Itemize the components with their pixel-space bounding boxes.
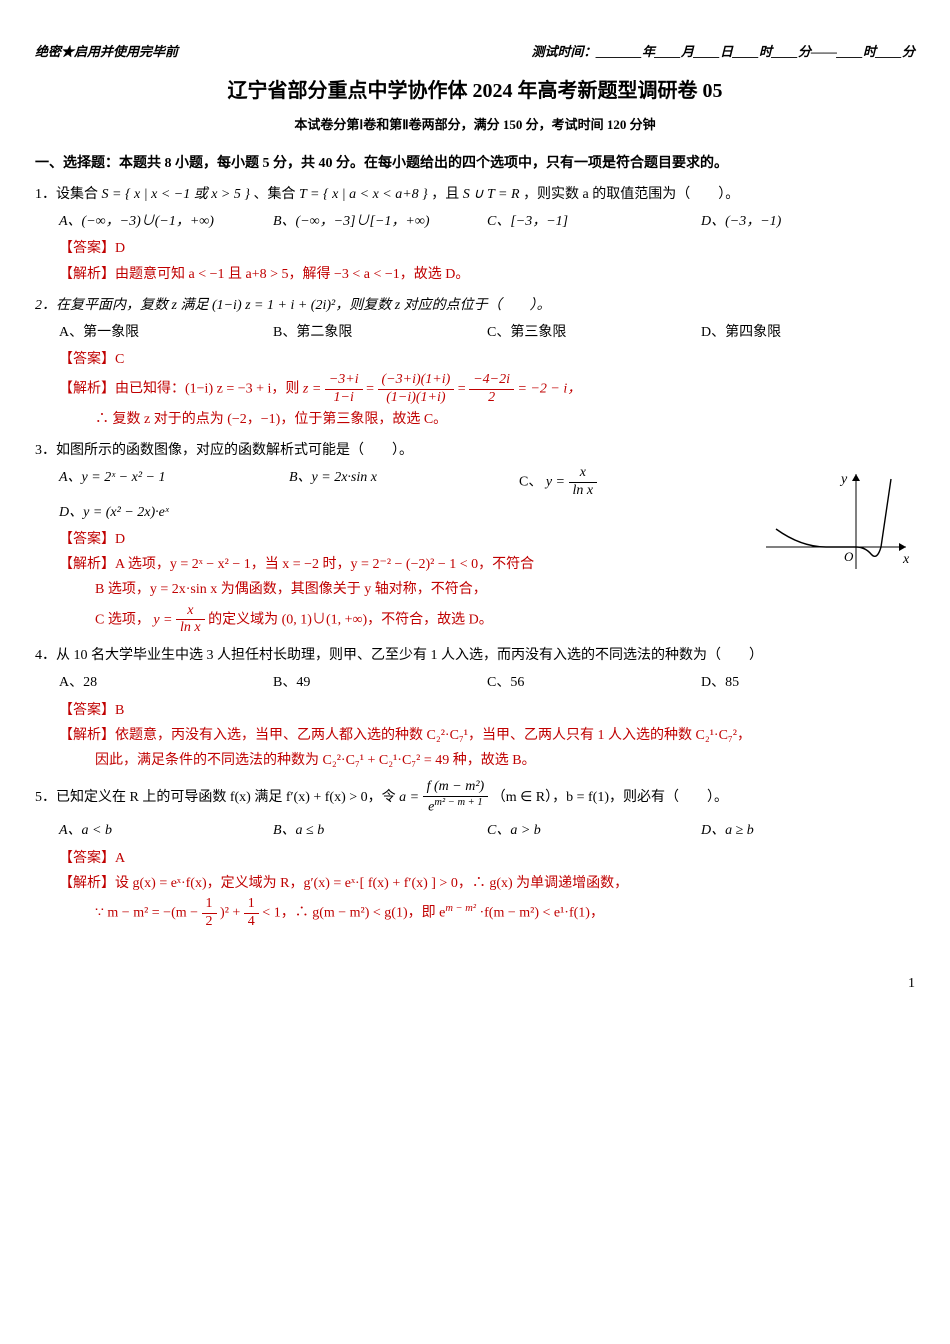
q5-sol2: ∵ m − m² = −(m − 1 2 )² + 1 4 < 1，∴ g(m … <box>95 896 915 931</box>
q3-graph: x y O <box>761 469 911 588</box>
q3-optc-frac: x ln x <box>569 465 598 500</box>
q2-eq1: = <box>366 382 377 397</box>
q2-frac3-den: 2 <box>469 390 514 407</box>
q3-solc-pre: C 选项， <box>95 612 150 627</box>
q5-sol2-tail: ·f(m − m²) < e¹·f(1)， <box>479 905 603 920</box>
q5-a-left: a = <box>399 790 422 805</box>
q2-z-eq: z = <box>303 382 321 397</box>
q1-solution: 【解析】由题意可知 a < −1 且 a+8 > 5，解得 −3 < a < −… <box>59 262 915 287</box>
q2-answer: 【答案】C <box>59 347 915 372</box>
q1-set-s: S = { x | x < −1 或 x > 5 } <box>102 187 250 202</box>
q1-answer: 【答案】D <box>59 236 915 261</box>
q2-frac1-den: 1−i <box>325 390 363 407</box>
q5-half-den: 2 <box>202 914 217 931</box>
q4-option-a: A、28 <box>59 670 273 695</box>
q5-option-a: A、a < b <box>59 818 273 843</box>
q5-option-b: B、a ≤ b <box>273 818 487 843</box>
q5-a-num: f (m − m²) <box>423 779 489 797</box>
question-4: 4．从 10 名大学毕业生中选 3 人担任村长助理，则甲、乙至少有 1 人入选，… <box>35 643 915 668</box>
q2-frac2: (−3+i)(1+i) (1−i)(1+i) <box>378 372 455 407</box>
q3-solc-den: ln x <box>176 620 205 637</box>
question-3: 3．如图所示的函数图像，对应的函数解析式可能是（ ）。 <box>35 438 915 463</box>
q2-frac1-num: −3+i <box>325 372 363 390</box>
q2-option-b: B、第二象限 <box>273 320 487 345</box>
q5-quarter-frac: 1 4 <box>244 896 259 931</box>
q3-optc-num: x <box>569 465 598 483</box>
q2-frac2-num: (−3+i)(1+i) <box>378 372 455 390</box>
q5-a-frac: f (m − m²) em² − m + 1 <box>423 779 489 816</box>
q1-set-t: T = { x | a < x < a+8 } <box>299 187 428 202</box>
q2-eq3: = −2 − i， <box>518 382 582 397</box>
q3-option-a: A、y = 2ˣ − x² − 1 <box>59 465 289 500</box>
q3-option-d: D、y = (x² − 2x)·eˣ <box>59 500 749 525</box>
q4-sol1: 【解析】依题意，丙没有入选，当甲、乙两人都入选的种数 C₂²·C₇¹，当甲、乙两… <box>59 723 915 748</box>
q1-option-c: C、[−3，−1] <box>487 209 701 234</box>
exam-subtitle: 本试卷分第Ⅰ卷和第Ⅱ卷两部分，满分 150 分，考试时间 120 分钟 <box>35 113 915 136</box>
question-2: 2．在复平面内，复数 z 满足 (1−i) z = 1 + i + (2i)²，… <box>35 293 915 318</box>
q2-option-a: A、第一象限 <box>59 320 273 345</box>
q5-half-num: 1 <box>202 896 217 914</box>
q3-optc-pre: C、 <box>519 475 542 490</box>
q5-answer: 【答案】A <box>59 846 915 871</box>
q1-option-a: A、(−∞，−3)∪(−1，+∞) <box>59 209 273 234</box>
svg-text:O: O <box>844 549 854 564</box>
q5-option-d: D、a ≥ b <box>701 818 915 843</box>
q5-a-den: em² − m + 1 <box>423 797 489 816</box>
page-number: 1 <box>35 971 915 996</box>
svg-text:x: x <box>902 552 910 567</box>
q3-option-b: B、y = 2x·sin x <box>289 465 519 500</box>
q3-solc-num: x <box>176 603 205 621</box>
q4-option-c: C、56 <box>487 670 701 695</box>
q3-sol-c: C 选项， y = x ln x 的定义域为 (0, 1)∪(1, +∞)，不符… <box>95 603 915 638</box>
q5-sol2-mid1: )² + <box>220 905 244 920</box>
q3-solc-frac: x ln x <box>176 603 205 638</box>
q1-option-b: B、(−∞，−3]∪[−1，+∞) <box>273 209 487 234</box>
q1-union: S ∪ T = R <box>463 187 520 202</box>
q5-sol2-pre: ∵ m − m² = −(m − <box>95 905 202 920</box>
q2-option-c: C、第三象限 <box>487 320 701 345</box>
q5-quarter-den: 4 <box>244 914 259 931</box>
q2-sol-pre: 【解析】由已知得：(1−i) z = −3 + i，则 <box>59 382 303 397</box>
q1-mid1: 、集合 <box>253 187 299 202</box>
header-left: 绝密★启用并使用完毕前 <box>35 40 178 63</box>
q4-answer: 【答案】B <box>59 698 915 723</box>
q3-option-c: C、 y = x ln x <box>519 465 749 500</box>
q2-frac2-den: (1−i)(1+i) <box>378 390 455 407</box>
exam-title: 辽宁省部分重点中学协作体 2024 年高考新题型调研卷 05 <box>35 73 915 109</box>
q2-frac3-num: −4−2i <box>469 372 514 390</box>
q3-optc-left: y = <box>546 475 569 490</box>
q5-sol1: 【解析】设 g(x) = eˣ·f(x)，定义域为 R，g′(x) = eˣ·[… <box>59 871 915 896</box>
q1-stem-pre: 1．设集合 <box>35 187 102 202</box>
q1-tail: ，则实数 a 的取值范围为（ ）。 <box>523 187 739 202</box>
svg-text:y: y <box>839 472 848 487</box>
q2-frac1: −3+i 1−i <box>325 372 363 407</box>
q4-option-d: D、85 <box>701 670 915 695</box>
q4-option-b: B、49 <box>273 670 487 695</box>
q5-a-den-sup: m² − m + 1 <box>434 797 482 808</box>
q5-sol2-mid2: < 1，∴ g(m − m²) < g(1)，即 e <box>262 905 445 920</box>
q3-solc-left: y = <box>153 612 176 627</box>
q2-frac3: −4−2i 2 <box>469 372 514 407</box>
q5-option-c: C、a > b <box>487 818 701 843</box>
q5-half-frac: 1 2 <box>202 896 217 931</box>
q2-eq2: = <box>458 382 469 397</box>
q2-solution-line2: ∴ 复数 z 对于的点为 (−2，−1)，位于第三象限，故选 C。 <box>95 407 915 432</box>
header-right: 测试时间：_______年____月____日____时____分——____时… <box>531 40 915 63</box>
section-1-heading: 一、选择题：本题共 8 小题，每小题 5 分，共 40 分。在每小题给出的四个选… <box>35 151 915 176</box>
q1-option-d: D、(−3，−1) <box>701 209 915 234</box>
q5-sol2-sup: m − m² <box>445 903 476 914</box>
q2-solution-line1: 【解析】由已知得：(1−i) z = −3 + i，则 z = −3+i 1−i… <box>59 372 915 407</box>
q5-stem-mid: （m ∈ R），b = f(1)，则必有（ ）。 <box>492 790 728 805</box>
q5-quarter-num: 1 <box>244 896 259 914</box>
question-1: 1．设集合 S = { x | x < −1 或 x > 5 } 、集合 T =… <box>35 182 915 207</box>
q3-optc-den: ln x <box>569 483 598 500</box>
q4-sol2: 因此，满足条件的不同选法的种数为 C₂²·C₇¹ + C₂¹·C₇² = 49 … <box>95 748 915 773</box>
q5-stem-pre: 5．已知定义在 R 上的可导函数 f(x) 满足 f′(x) + f(x) > … <box>35 790 399 805</box>
q1-mid2: ，且 <box>431 187 463 202</box>
q2-option-d: D、第四象限 <box>701 320 915 345</box>
q3-solc-tail: 的定义域为 (0, 1)∪(1, +∞)，不符合，故选 D。 <box>208 612 493 627</box>
question-5: 5．已知定义在 R 上的可导函数 f(x) 满足 f′(x) + f(x) > … <box>35 779 915 816</box>
